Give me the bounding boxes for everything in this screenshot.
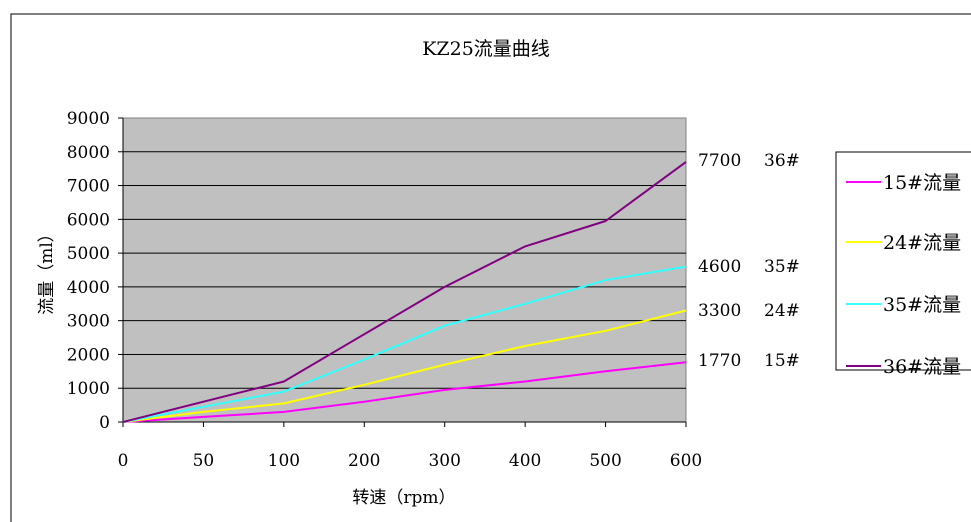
x-tick-label: 50 xyxy=(193,451,215,471)
x-tick-label: 400 xyxy=(509,451,541,471)
x-tick-label: 300 xyxy=(428,451,460,471)
x-axis-label: 转速（rpm） xyxy=(352,488,455,508)
y-tick-label: 3000 xyxy=(67,312,110,332)
x-tick-label: 600 xyxy=(670,451,702,471)
y-tick-label: 4000 xyxy=(67,278,110,298)
legend-entry: 24#流量 xyxy=(883,232,961,254)
annotation-value: 4600 xyxy=(698,257,741,277)
y-tick-label: 8000 xyxy=(67,143,110,163)
y-tick-label: 2000 xyxy=(67,345,110,365)
gridlines xyxy=(122,118,686,423)
y-tick-label: 1000 xyxy=(67,379,110,399)
y-tick-label: 6000 xyxy=(67,210,110,230)
annotation-label: 24# xyxy=(764,301,800,321)
annotation-label: 36# xyxy=(764,151,800,171)
x-tick-label: 500 xyxy=(589,451,621,471)
series-lines xyxy=(122,161,687,423)
y-tick-label: 5000 xyxy=(67,244,110,264)
annotation-value: 1770 xyxy=(698,351,741,371)
legend-entry: 36#流量 xyxy=(883,356,961,378)
x-tick-label: 0 xyxy=(118,451,129,471)
end-annotations: 7700 36# 4600 35# 3300 24# 1770 15# xyxy=(698,151,800,371)
y-tick-label: 9000 xyxy=(67,109,110,129)
annotation-value: 7700 xyxy=(698,151,741,171)
series-line-24#流量 xyxy=(122,309,687,423)
annotation-label: 35# xyxy=(764,257,800,277)
series-line-36#流量 xyxy=(122,161,687,423)
annotation-value: 3300 xyxy=(698,301,741,321)
y-axis-ticks: 0 1000 2000 3000 4000 5000 6000 7000 8000 9000 xyxy=(67,109,123,433)
x-axis-ticks: 0 50 100 200 300 400 500 600 xyxy=(118,422,702,471)
series-line-35#流量 xyxy=(122,265,687,423)
legend-entry: 15#流量 xyxy=(883,172,961,194)
series-line-15#流量 xyxy=(122,361,687,423)
x-tick-label: 200 xyxy=(348,451,380,471)
y-tick-label: 0 xyxy=(99,413,110,433)
legend-entry: 35#流量 xyxy=(883,294,961,316)
y-axis-label: 流量（ml） xyxy=(37,225,57,315)
legend-box xyxy=(835,151,971,371)
chart-title: KZ25流量曲线 xyxy=(422,38,550,60)
y-tick-label: 7000 xyxy=(67,177,110,197)
x-tick-label: 100 xyxy=(268,451,300,471)
legend: 15#流量 24#流量 35#流量 36#流量 xyxy=(846,172,961,378)
plot-area xyxy=(122,117,687,423)
annotation-label: 15# xyxy=(764,351,800,371)
